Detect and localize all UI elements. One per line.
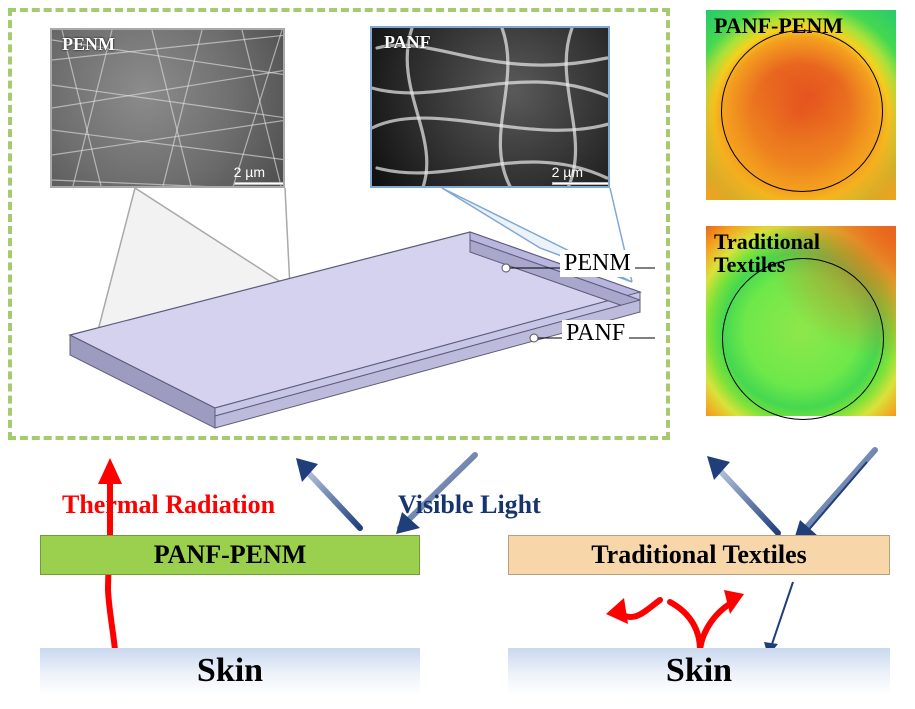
skin-left: Skin [40, 648, 420, 696]
pointer-label-panf: PANF [562, 320, 629, 347]
thermal-traditional-title: Traditional Textiles [714, 230, 820, 276]
sem-penm: PENM 2 µm [50, 28, 285, 188]
sem-panf: PANF 2 µm [370, 26, 610, 188]
bar-panf-penm-label: PANF-PENM [41, 540, 419, 570]
sem-penm-label: PENM [62, 34, 115, 55]
bar-panf-penm: PANF-PENM [40, 535, 420, 575]
bar-traditional-label: Traditional Textiles [509, 540, 889, 570]
bar-traditional: Traditional Textiles [508, 535, 890, 575]
label-thermal-radiation: Thermal Radiation [62, 490, 275, 520]
thermal-panf-penm-title: PANF-PENM [714, 14, 843, 37]
skin-left-label: Skin [40, 652, 420, 690]
thermal-panf-penm: PANF-PENM [706, 10, 896, 200]
pointer-label-penm: PENM [560, 250, 635, 277]
thermal-traditional: Traditional Textiles [706, 226, 896, 416]
sem-panf-scalebar: 2 µm [552, 164, 583, 180]
sem-panf-label: PANF [384, 32, 431, 53]
label-visible-light: Visible Light [398, 490, 541, 520]
skin-right-label: Skin [508, 652, 890, 690]
sem-penm-scalebar: 2 µm [234, 164, 265, 180]
figure-root: PENM 2 µm PANF 2 µm [0, 0, 915, 709]
skin-right: Skin [508, 648, 890, 696]
